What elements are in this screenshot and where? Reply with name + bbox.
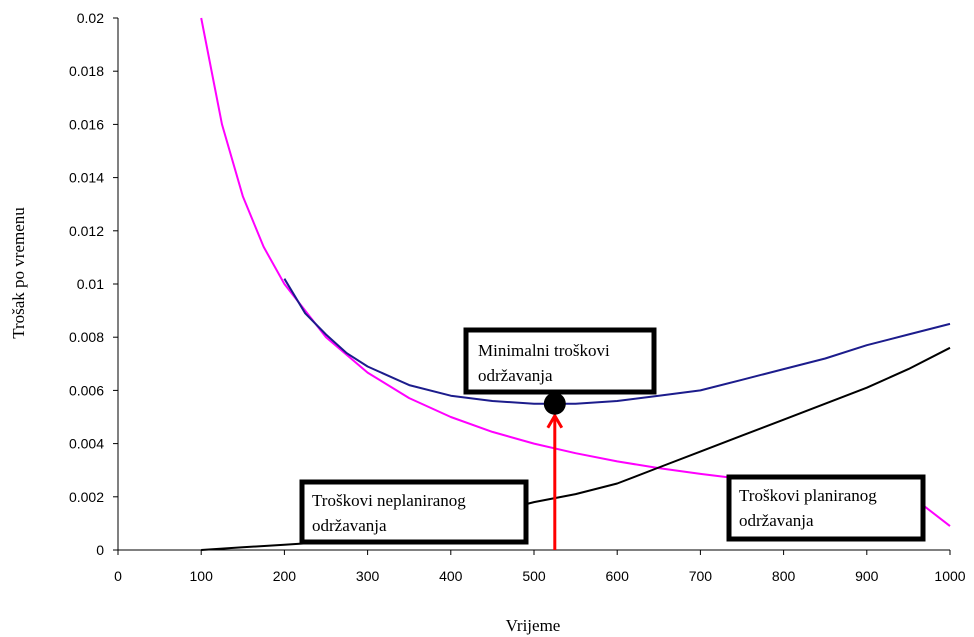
annotation-minimum-cost: Minimalni troškovi održavanja (463, 327, 657, 395)
annotation-planned-cost-line2: održavanja (739, 511, 814, 530)
y-axis-ticks: 0 0.002 0.004 0.006 0.008 0.01 0.012 0.014 0.016… (69, 10, 118, 558)
x-axis-ticks: 0 100 200 300 400 500 600 700 800 900 1000 (114, 550, 966, 584)
y-tick-label: 0.006 (69, 382, 104, 398)
x-tick-label: 100 (190, 568, 214, 584)
annotation-planned-cost: Troškovi planiranog održavanja (726, 474, 926, 542)
minimum-arrow-head (546, 412, 564, 429)
y-tick-label: 0.016 (69, 116, 104, 132)
y-tick-label: 0.014 (69, 170, 104, 186)
x-tick-label: 900 (855, 568, 879, 584)
x-tick-label: 600 (606, 568, 630, 584)
y-tick-label: 0 (96, 542, 104, 558)
annotation-unplanned-cost: Troškovi neplaniranog održavanja (299, 479, 529, 545)
y-axis-title: Trošak po vremenu (9, 207, 28, 339)
annotation-planned-cost-line1: Troškovi planiranog (739, 486, 877, 505)
x-tick-label: 800 (772, 568, 796, 584)
x-tick-label: 1000 (934, 568, 965, 584)
x-tick-label: 300 (356, 568, 380, 584)
y-tick-label: 0.01 (77, 276, 104, 292)
y-tick-label: 0.004 (69, 436, 104, 452)
y-tick-label: 0.012 (69, 223, 104, 239)
planned-cost-line (200, 17, 951, 527)
x-tick-label: 700 (689, 568, 713, 584)
y-tick-label: 0.02 (77, 10, 104, 26)
annotation-minimum-cost-line1: Minimalni troškovi (478, 341, 610, 360)
y-tick-label: 0.018 (69, 63, 104, 79)
x-axis-title: Vrijeme (506, 616, 561, 635)
x-tick-label: 200 (273, 568, 297, 584)
x-tick-label: 500 (522, 568, 546, 584)
annotation-minimum-cost-line2: održavanja (478, 366, 553, 385)
annotation-unplanned-cost-line1: Troškovi neplaniranog (312, 491, 466, 510)
series-layer (200, 17, 951, 551)
x-tick-label: 400 (439, 568, 463, 584)
x-tick-label: 0 (114, 568, 122, 584)
y-tick-label: 0.008 (69, 329, 104, 345)
minimum-point (543, 392, 566, 415)
annotation-unplanned-cost-line2: održavanja (312, 516, 387, 535)
y-tick-label: 0.002 (69, 489, 104, 505)
